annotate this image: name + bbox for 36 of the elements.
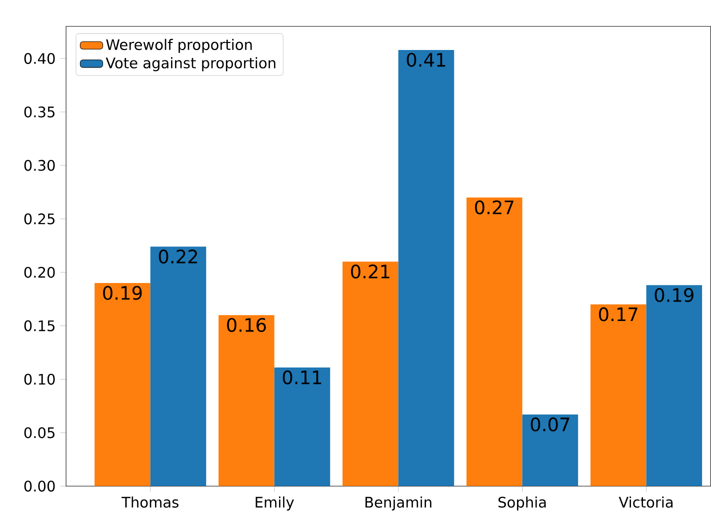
- data-label: 0.11: [282, 370, 322, 384]
- data-label: 0.19: [654, 288, 694, 302]
- bar: [150, 246, 206, 486]
- x-tick-label: Sophia: [498, 496, 546, 510]
- legend-label: Werewolf proportion: [106, 38, 252, 53]
- y-tick-label: 0.30: [24, 160, 55, 171]
- y-tick-label: 0.40: [24, 52, 55, 64]
- x-tick-label: Thomas: [122, 496, 178, 508]
- bar: [398, 50, 454, 486]
- x-tick-label: Benjamin: [366, 496, 432, 510]
- legend-label: Vote against proportion: [106, 57, 276, 72]
- data-label: 0.16: [227, 318, 266, 332]
- x-tick-label: Emily: [256, 496, 294, 510]
- y-tick-label: 0.05: [24, 427, 54, 438]
- data-label: 0.17: [599, 307, 638, 322]
- y-tick-label: 0.20: [24, 266, 55, 278]
- y-tick-label: 0.15: [24, 320, 54, 332]
- data-label: 0.22: [158, 249, 197, 264]
- data-label: 0.07: [530, 417, 570, 432]
- y-tick-label: 0.25: [24, 213, 54, 224]
- data-label: 0.19: [103, 286, 142, 300]
- bar: [522, 414, 578, 486]
- bar: [466, 197, 522, 486]
- bar: [274, 367, 330, 486]
- data-label: 0.27: [475, 200, 514, 214]
- y-tick-label: 0.00: [24, 480, 55, 492]
- bar: [590, 304, 646, 486]
- x-tick-label: Victoria: [618, 496, 673, 508]
- bar: [342, 262, 398, 486]
- bar: [218, 315, 274, 486]
- data-label: 0.21: [351, 264, 390, 278]
- y-tick-label: 0.10: [24, 374, 55, 385]
- bar: [94, 282, 150, 486]
- bar: [646, 285, 702, 486]
- data-label: 0.41: [406, 52, 446, 67]
- y-tick-label: 0.35: [24, 106, 54, 118]
